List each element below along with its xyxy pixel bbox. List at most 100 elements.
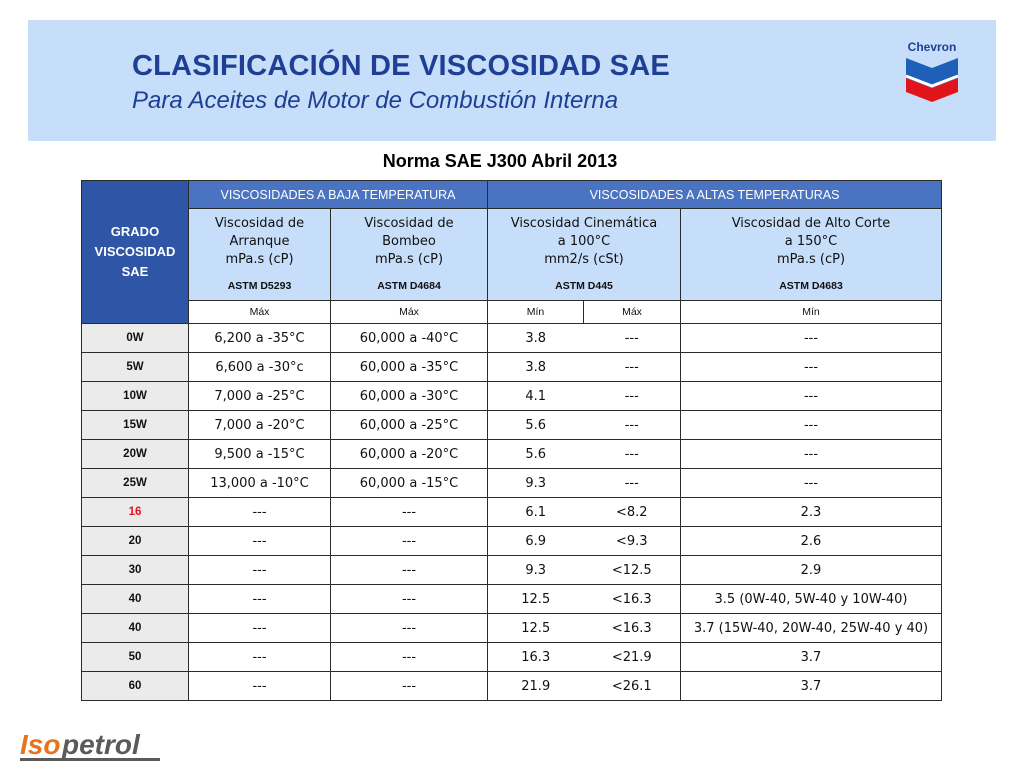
grade-cell: 40 xyxy=(81,613,189,643)
arranque-header-line2: Arranque xyxy=(229,234,290,249)
cinematica-header: Viscosidad Cinemática a 100°C mm2/s (cSt… xyxy=(487,208,681,301)
alto-corte-cell: --- xyxy=(680,468,942,498)
bombeo-header-unit: mPa.s (cP) xyxy=(374,252,444,267)
cinematica-header-line1: Viscosidad Cinemática xyxy=(510,216,658,231)
bombeo-cell: 60,000 a -15°C xyxy=(330,468,488,498)
grade-cell: 5W xyxy=(81,352,189,382)
bombeo-cell: 60,000 a -20°C xyxy=(330,439,488,469)
table-row: 20W 9,500 a -15°C 60,000 a -20°C 5.6 --- --- xyxy=(81,439,942,469)
cinematica-max-cell: <12.5 xyxy=(583,555,681,585)
arranque-header: Viscosidad de Arranque mPa.s (cP) ASTM D… xyxy=(188,208,331,301)
table-row: 50 --- --- 16.3 <21.9 3.7 xyxy=(81,642,942,672)
bombeo-header: Viscosidad de Bombeo mPa.s (cP) ASTM D46… xyxy=(330,208,488,301)
table-row: 0W 6,200 a -35°C 60,000 a -40°C 3.8 --- --- xyxy=(81,323,942,353)
cinematica-max-cell: --- xyxy=(583,323,681,353)
cinematica-min-cell: 9.3 xyxy=(487,468,584,498)
bombeo-cell: --- xyxy=(330,555,488,585)
arranque-cell: --- xyxy=(188,642,331,672)
cinematica-max-cell: --- xyxy=(583,381,681,411)
cinematica-max-cell: --- xyxy=(583,439,681,469)
table-row: 60 --- --- 21.9 <26.1 3.7 xyxy=(81,671,942,701)
arranque-header-unit: mPa.s (cP) xyxy=(225,252,294,267)
table-row: 25W 13,000 a -10°C 60,000 a -15°C 9.3 --- --- xyxy=(81,468,942,498)
cinematica-max-cell: --- xyxy=(583,410,681,440)
grade-cell: 16 xyxy=(81,497,189,527)
cinematica-min-cell: 9.3 xyxy=(487,555,584,585)
cinematica-max-cell: <16.3 xyxy=(583,613,681,643)
arranque-cell: --- xyxy=(188,671,331,701)
bombeo-cell: 60,000 a -40°C xyxy=(330,323,488,353)
bombeo-cell: --- xyxy=(330,584,488,614)
grade-header: GRADO VISCOSIDAD SAE xyxy=(81,180,189,324)
high-temp-band-header: VISCOSIDADES A ALTAS TEMPERATURAS xyxy=(487,180,942,209)
bombeo-cell: 60,000 a -25°C xyxy=(330,410,488,440)
viscosity-table: GRADO VISCOSIDAD SAE VISCOSIDADES A BAJA… xyxy=(81,180,942,701)
cinematica-max-cell: --- xyxy=(583,468,681,498)
grade-cell: 20W xyxy=(81,439,189,469)
grade-cell: 50 xyxy=(81,642,189,672)
bombeo-cell: --- xyxy=(330,671,488,701)
grade-cell: 20 xyxy=(81,526,189,556)
svg-text:petrol: petrol xyxy=(61,729,141,760)
cinematica-max-cell: <9.3 xyxy=(583,526,681,556)
table-row: 20 --- --- 6.9 <9.3 2.6 xyxy=(81,526,942,556)
cinematica-header-unit: mm2/s (cSt) xyxy=(544,252,624,267)
cinematica-max-cell: <16.3 xyxy=(583,584,681,614)
arranque-cell: 7,000 a -25°C xyxy=(188,381,331,411)
alto-corte-header-unit: mPa.s (cP) xyxy=(776,252,846,267)
table-row: 40 --- --- 12.5 <16.3 3.5 (0W-40, 5W-40 y 10W… xyxy=(81,584,942,614)
grade-cell: 60 xyxy=(81,671,189,701)
alto-corte-astm: ASTM D4683 xyxy=(779,280,843,292)
cinematica-min-cell: 5.6 xyxy=(487,410,584,440)
chevron-logo-word: Chevron xyxy=(907,40,957,54)
cinematica-min-cell: 21.9 xyxy=(487,671,584,701)
arranque-cell: --- xyxy=(188,584,331,614)
svg-text:Iso: Iso xyxy=(20,729,60,760)
cinematica-min-cell: 16.3 xyxy=(487,642,584,672)
table-row: 10W 7,000 a -25°C 60,000 a -30°C 4.1 --- --- xyxy=(81,381,942,411)
isopetrol-logo-graphic: Iso petrol xyxy=(20,729,160,761)
table-body: 0W 6,200 a -35°C 60,000 a -40°C 3.8 --- --- 5W… xyxy=(81,323,942,701)
bombeo-cell: 60,000 a -35°C xyxy=(330,352,488,382)
bombeo-max-label: Máx xyxy=(330,300,488,324)
cinematica-min-cell: 6.1 xyxy=(487,497,584,527)
arranque-cell: --- xyxy=(188,613,331,643)
norma-caption: Norma SAE J300 Abril 2013 xyxy=(382,151,618,171)
alto-corte-cell: 2.9 xyxy=(680,555,942,585)
alto-corte-cell: 2.6 xyxy=(680,526,942,556)
isopetrol-logo: Iso petrol xyxy=(18,728,168,764)
alto-corte-cell: --- xyxy=(680,352,942,382)
alto-corte-header: Viscosidad de Alto Corte a 150°C mPa.s (… xyxy=(680,208,942,301)
cinematica-max-cell: <8.2 xyxy=(583,497,681,527)
alto-corte-cell: --- xyxy=(680,410,942,440)
alto-corte-cell: --- xyxy=(680,381,942,411)
table-row: 40 --- --- 12.5 <16.3 3.7 (15W-40, 20W-40, 25… xyxy=(81,613,942,643)
bombeo-astm: ASTM D4684 xyxy=(377,280,441,292)
alto-corte-cell: --- xyxy=(680,439,942,469)
arranque-cell: 6,600 a -30°c xyxy=(188,352,331,382)
bombeo-cell: --- xyxy=(330,526,488,556)
table-row: 30 --- --- 9.3 <12.5 2.9 xyxy=(81,555,942,585)
table-row: 5W 6,600 a -30°c 60,000 a -35°C 3.8 --- --- xyxy=(81,352,942,382)
cinematica-min-cell: 12.5 xyxy=(487,584,584,614)
chevron-emblem-icon xyxy=(905,58,959,102)
low-temp-band-header: VISCOSIDADES A BAJA TEMPERATURA xyxy=(188,180,488,209)
grade-cell: 10W xyxy=(81,381,189,411)
alto-corte-cell: 3.7 (15W-40, 20W-40, 25W-40 y 40) xyxy=(680,613,942,643)
table-row: 15W 7,000 a -20°C 60,000 a -25°C 5.6 --- --- xyxy=(81,410,942,440)
alto-corte-cell: 3.7 xyxy=(680,671,942,701)
cinematica-min-cell: 6.9 xyxy=(487,526,584,556)
bombeo-header-line1: Viscosidad de xyxy=(364,216,454,231)
arranque-cell: 6,200 a -35°C xyxy=(188,323,331,353)
cinematica-min-cell: 3.8 xyxy=(487,352,584,382)
page-title: CLASIFICACIÓN DE VISCOSIDAD SAE xyxy=(132,50,670,82)
cinematica-min-cell: 12.5 xyxy=(487,613,584,643)
arranque-header-line1: Viscosidad de xyxy=(214,216,305,231)
arranque-cell: --- xyxy=(188,526,331,556)
bombeo-cell: --- xyxy=(330,497,488,527)
alto-corte-min-label: Mín xyxy=(680,300,942,324)
arranque-cell: --- xyxy=(188,497,331,527)
arranque-max-label: Máx xyxy=(188,300,331,324)
cinematica-min-label: Mín xyxy=(487,300,584,324)
alto-corte-header-line1: Viscosidad de Alto Corte xyxy=(731,216,891,231)
